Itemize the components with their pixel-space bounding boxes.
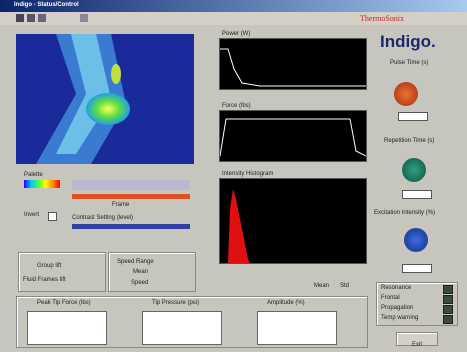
indicator-led (443, 315, 453, 324)
group-box: Group lift Fluid Frames lift (18, 252, 106, 292)
label: Mean (314, 283, 329, 289)
gauge-title: Amplitude (%) (267, 300, 305, 306)
plot-title: Power (W) (222, 31, 250, 37)
tool-icon[interactable] (38, 14, 46, 22)
intensity-knob[interactable] (404, 228, 428, 252)
indicator-led (443, 305, 453, 314)
label: Speed Range (117, 259, 154, 265)
plot-title: Force (lbs) (222, 103, 251, 109)
frame-buttons[interactable] (72, 180, 190, 190)
force-plot (219, 110, 367, 162)
label: Fluid Frames lift (23, 277, 66, 283)
indicator-led (443, 285, 453, 294)
indicator-label: Frontal (381, 295, 400, 301)
company-name: ThermoSonix (360, 14, 404, 23)
gauge (27, 311, 107, 345)
tool-icon[interactable] (27, 14, 35, 22)
title-bar: Indigo - Status/Control (0, 0, 467, 12)
knob-label: Excitation Intensity (%) (374, 210, 435, 216)
indicator-led (443, 295, 453, 304)
product-name: Indigo. (380, 32, 436, 52)
thermal-image (16, 34, 194, 164)
label: Palette (24, 172, 43, 178)
gauge (257, 311, 337, 345)
label: Frame (112, 202, 129, 208)
indicator-label: Propagation (381, 305, 413, 311)
numeric-input[interactable] (402, 190, 432, 199)
indicator-label: Resonance (381, 285, 411, 291)
power-plot (219, 38, 367, 90)
contrast-slider[interactable] (72, 224, 190, 229)
label: Std (340, 283, 349, 289)
app-window: Indigo - Status/Control ThermoSonix Powe… (0, 0, 467, 352)
histogram-plot (219, 178, 367, 264)
gauge-panel: Peak Tip Force (lbs) Tip Pressure (psi) Am… (16, 296, 368, 348)
label: Invert (24, 212, 39, 218)
toolbar: ThermoSonix (0, 12, 467, 25)
tool-icon[interactable] (16, 14, 24, 22)
plot-title: Intensity Histogram (222, 171, 273, 177)
gauge-title: Peak Tip Force (lbs) (37, 300, 91, 306)
label: Speed (131, 280, 148, 286)
button-label: Exit (412, 342, 422, 348)
indicator-label: Temp warning (381, 315, 418, 321)
numeric-input[interactable] (402, 264, 432, 273)
window-title: Indigo - Status/Control (14, 2, 79, 8)
tool-icon[interactable] (80, 14, 88, 22)
palette-bar[interactable] (24, 180, 60, 188)
exit-button[interactable]: Exit (396, 332, 438, 346)
indicator-box: Resonance Frontal Propagation Temp warning (376, 282, 458, 326)
knob-label: Pulse Time (s) (390, 60, 428, 66)
gauge (142, 311, 222, 345)
invert-checkbox[interactable] (48, 212, 57, 221)
numeric-input[interactable] (398, 112, 428, 121)
label: Group lift (37, 263, 61, 269)
right-panel: Indigo. Pulse Time (s) Repetition Time (… (372, 28, 460, 350)
label: Mean (133, 269, 148, 275)
frame-slider[interactable] (72, 194, 190, 199)
label: Contrast Setting (level) (72, 215, 133, 221)
speed-box: Speed Range Mean Speed (108, 252, 196, 292)
knob-label: Repetition Time (s) (384, 138, 434, 144)
gauge-title: Tip Pressure (psi) (152, 300, 199, 306)
pulse-knob[interactable] (394, 82, 418, 106)
repetition-knob[interactable] (402, 158, 426, 182)
